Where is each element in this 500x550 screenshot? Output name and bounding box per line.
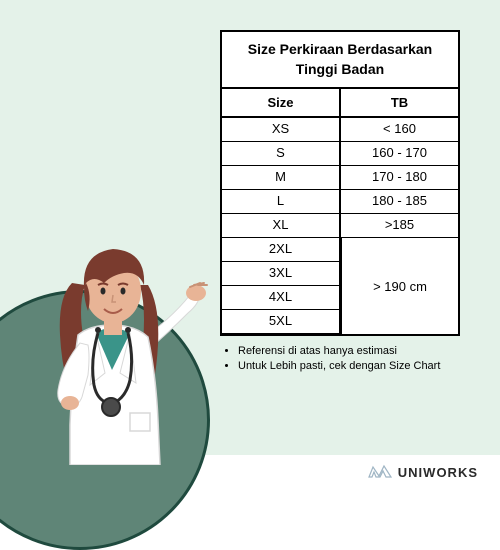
doctor-illustration <box>0 225 220 470</box>
notes-list: Referensi di atas hanya estimasi Untuk Le… <box>220 345 465 372</box>
table-row: M170 - 180 <box>222 166 458 190</box>
cell-size: 5XL <box>222 310 341 333</box>
col-header-tb: TB <box>341 89 458 116</box>
table-header: Size TB <box>222 89 458 118</box>
size-table: Size Perkiraan Berdasarkan Tinggi Badan … <box>220 30 460 336</box>
cell-size: 3XL <box>222 262 341 285</box>
merged-cell: > 190 cm <box>340 238 458 334</box>
cell-tb: >185 <box>341 214 458 237</box>
brand-logo-icon <box>367 462 393 482</box>
brand-footer: UNIWORKS <box>367 462 478 482</box>
table-row: XS< 160 <box>222 118 458 142</box>
table-row: S160 - 170 <box>222 142 458 166</box>
cell-size: XS <box>222 118 341 141</box>
cell-size: S <box>222 142 341 165</box>
cell-size: M <box>222 166 341 189</box>
notes-section: Referensi di atas hanya estimasi Untuk Le… <box>220 345 465 375</box>
cell-size: L <box>222 190 341 213</box>
cell-tb: 170 - 180 <box>341 166 458 189</box>
cell-tb: < 160 <box>341 118 458 141</box>
cell-tb: 160 - 170 <box>341 142 458 165</box>
col-header-size: Size <box>222 89 341 116</box>
cell-size: 2XL <box>222 238 341 261</box>
table-title: Size Perkiraan Berdasarkan Tinggi Badan <box>222 32 458 89</box>
brand-text: UNIWORKS <box>398 465 478 480</box>
table-row: XL>185 <box>222 214 458 238</box>
note-item: Untuk Lebih pasti, cek dengan Size Chart <box>238 360 465 372</box>
table-row: L180 - 185 <box>222 190 458 214</box>
table-body: XS< 160S160 - 170M170 - 180L180 - 185XL>… <box>222 118 458 334</box>
cell-size: XL <box>222 214 341 237</box>
cell-size: 4XL <box>222 286 341 309</box>
cell-tb: 180 - 185 <box>341 190 458 213</box>
note-item: Referensi di atas hanya estimasi <box>238 345 465 357</box>
